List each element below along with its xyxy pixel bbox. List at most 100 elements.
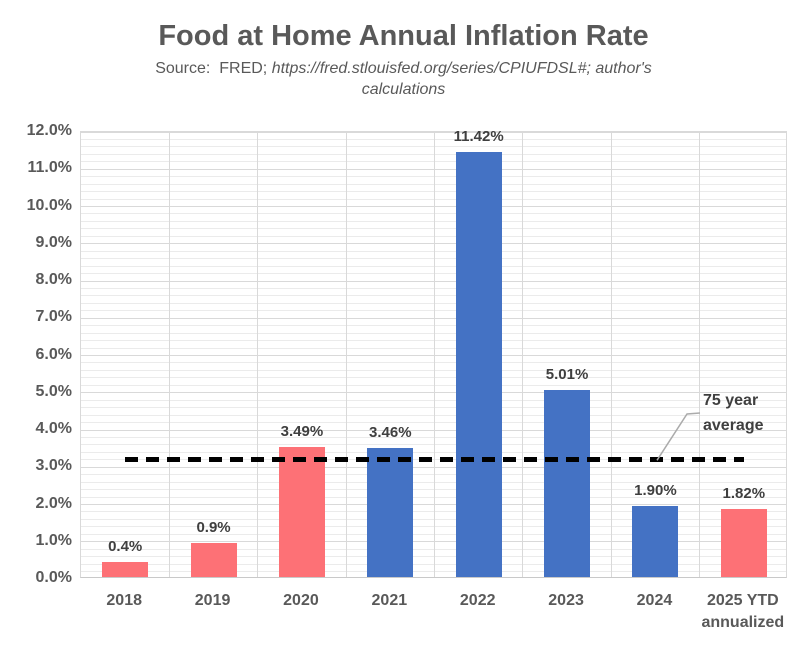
- y-gridline-minor: [81, 176, 786, 178]
- y-gridline-major: [81, 392, 786, 394]
- y-gridline-minor: [81, 571, 786, 573]
- y-tick-label: 6.0%: [35, 345, 72, 363]
- bar-2022: [455, 151, 502, 577]
- bar-value-label: 3.49%: [280, 422, 324, 440]
- y-gridline-minor: [81, 340, 786, 342]
- bar-2018: [102, 562, 149, 577]
- x-tick-label: 2025 YTD annualized: [683, 590, 803, 634]
- y-gridline-major: [81, 317, 786, 319]
- x-tick-label: 2021: [329, 590, 449, 612]
- y-tick-label: 11.0%: [27, 159, 72, 177]
- y-gridline-minor: [81, 258, 786, 260]
- y-gridline-minor: [81, 287, 786, 289]
- x-gridline: [610, 132, 612, 577]
- y-gridline-minor: [81, 384, 786, 386]
- x-tick-label: 2020: [241, 590, 361, 612]
- x-tick-label-line: 2020: [283, 592, 319, 609]
- y-gridline-major: [81, 280, 786, 282]
- y-gridline-major: [81, 243, 786, 245]
- y-gridline-minor: [81, 377, 786, 379]
- bar-2021: [367, 448, 414, 577]
- bar-value-label: 3.46%: [369, 424, 412, 442]
- bar-2020: [278, 447, 325, 577]
- average-line-label: 75 year average: [703, 392, 764, 434]
- y-gridline-minor: [81, 563, 786, 565]
- y-gridline-minor: [81, 295, 786, 297]
- chart-source-note: Source: FRED; https://fred.stlouisfed.or…: [114, 58, 694, 100]
- x-tick-label-line: 2021: [371, 592, 408, 609]
- x-gridline: [168, 132, 170, 577]
- y-gridline-minor: [81, 414, 786, 416]
- y-gridline-minor: [81, 556, 786, 558]
- x-gridline: [434, 132, 435, 577]
- y-gridline-minor: [81, 362, 786, 364]
- y-gridline-minor: [81, 399, 786, 401]
- y-gridline-minor: [81, 422, 786, 424]
- y-tick-label: 9.0%: [35, 233, 72, 251]
- y-gridline-minor: [81, 518, 786, 520]
- y-gridline-minor: [81, 146, 786, 148]
- y-gridline-minor: [81, 548, 786, 550]
- y-gridline-minor: [81, 474, 786, 476]
- source-citation: https://fred.stlouisfed.org/series/CPIUF…: [271, 60, 657, 98]
- x-tick-label-line: 2018: [106, 592, 142, 609]
- x-tick-label-line: 2025 YTD: [706, 592, 779, 609]
- x-tick-label: 2018: [64, 590, 184, 612]
- y-gridline-major: [81, 541, 786, 543]
- y-gridline-minor: [81, 481, 786, 483]
- y-tick-label: 1.0%: [35, 531, 72, 549]
- y-tick-label: 4.0%: [35, 420, 72, 437]
- y-gridline-major: [81, 131, 786, 133]
- y-gridline-major: [81, 429, 786, 431]
- chart-title: Food at Home Annual Inflation Rate: [158, 20, 649, 52]
- bar-value-label: 1.82%: [722, 485, 766, 503]
- plot-area: 0.4% 0.9% 3.49% 3.46% 11.42% 5.01% 1.90% 1.82% 7…: [80, 127, 787, 578]
- x-gridline: [699, 132, 701, 577]
- bar-2023: [544, 390, 591, 577]
- y-tick-label: 12.0%: [26, 122, 72, 139]
- y-gridline-major: [81, 355, 786, 356]
- average-reference-line: [125, 457, 744, 463]
- x-tick-label-line: 2023: [548, 592, 584, 609]
- y-gridline-minor: [81, 526, 786, 528]
- y-gridline-minor: [81, 451, 786, 453]
- bar-2024: [632, 506, 679, 577]
- y-tick-label: 2.0%: [35, 494, 72, 512]
- y-gridline-minor: [81, 220, 786, 222]
- y-gridline-minor: [81, 302, 786, 304]
- x-tick-label: 2024: [594, 590, 714, 612]
- y-gridline-minor: [81, 407, 786, 409]
- bar-value-label: 1.90%: [634, 482, 677, 500]
- bar-value-label: 5.01%: [545, 366, 589, 384]
- y-gridline-major: [81, 168, 786, 170]
- x-axis: 2018 2019 2020 2021 2022 2023 2024 2025 YTD annu…: [80, 590, 787, 640]
- x-tick-label-line: 2022: [459, 592, 496, 609]
- y-gridline-minor: [81, 198, 786, 200]
- y-gridline-minor: [81, 153, 786, 155]
- y-tick-label: 10.0%: [26, 196, 72, 214]
- x-tick-label-line: annualized: [701, 614, 785, 631]
- x-tick-label: 2019: [153, 590, 273, 612]
- y-gridline-minor: [81, 213, 786, 215]
- y-gridline-minor: [81, 444, 786, 446]
- y-gridline-minor: [81, 332, 786, 334]
- x-tick-label-line: 2019: [194, 592, 231, 609]
- y-gridline-minor: [81, 183, 786, 185]
- y-gridline-minor: [81, 138, 786, 140]
- x-tick-label-line: 2024: [636, 592, 673, 609]
- y-gridline-major: [81, 466, 786, 468]
- x-tick-label: 2022: [418, 590, 538, 612]
- x-gridline: [257, 132, 259, 577]
- y-tick-label: 8.0%: [35, 271, 72, 288]
- y-gridline-minor: [81, 250, 786, 252]
- y-gridline-minor: [81, 228, 786, 230]
- y-gridline-minor: [81, 496, 786, 498]
- y-gridline-minor: [81, 235, 786, 237]
- bar-2025-ytd-annualized: [720, 509, 767, 577]
- bar-2019: [190, 543, 237, 577]
- y-tick-label: 7.0%: [35, 308, 72, 326]
- y-gridline-minor: [81, 265, 786, 267]
- bar-value-label: 11.42%: [453, 127, 504, 145]
- y-axis: 0.0% 1.0% 2.0% 3.0% 4.0% 5.0% 6.0% 7.0% 8.0% 9.0%…: [0, 122, 72, 586]
